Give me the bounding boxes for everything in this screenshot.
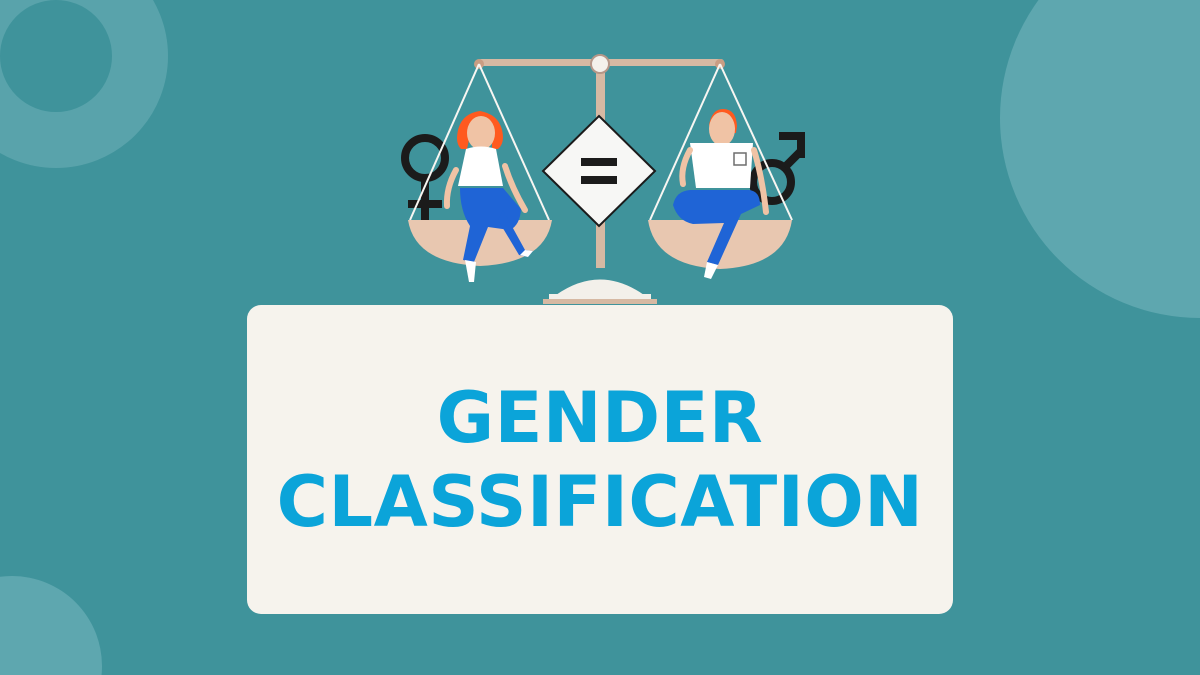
title-line-2: CLASSIFICATION (276, 460, 924, 543)
page-title: GENDER CLASSIFICATION (277, 376, 924, 544)
balance-scale-icon (408, 54, 793, 304)
man-figure (673, 109, 769, 279)
male-symbol-icon (749, 132, 805, 205)
female-symbol-icon (401, 134, 449, 222)
title-card: GENDER CLASSIFICATION (247, 305, 953, 614)
woman-figure (443, 111, 533, 282)
equals-sign-icon (581, 158, 617, 166)
title-line-1: GENDER (436, 376, 764, 459)
